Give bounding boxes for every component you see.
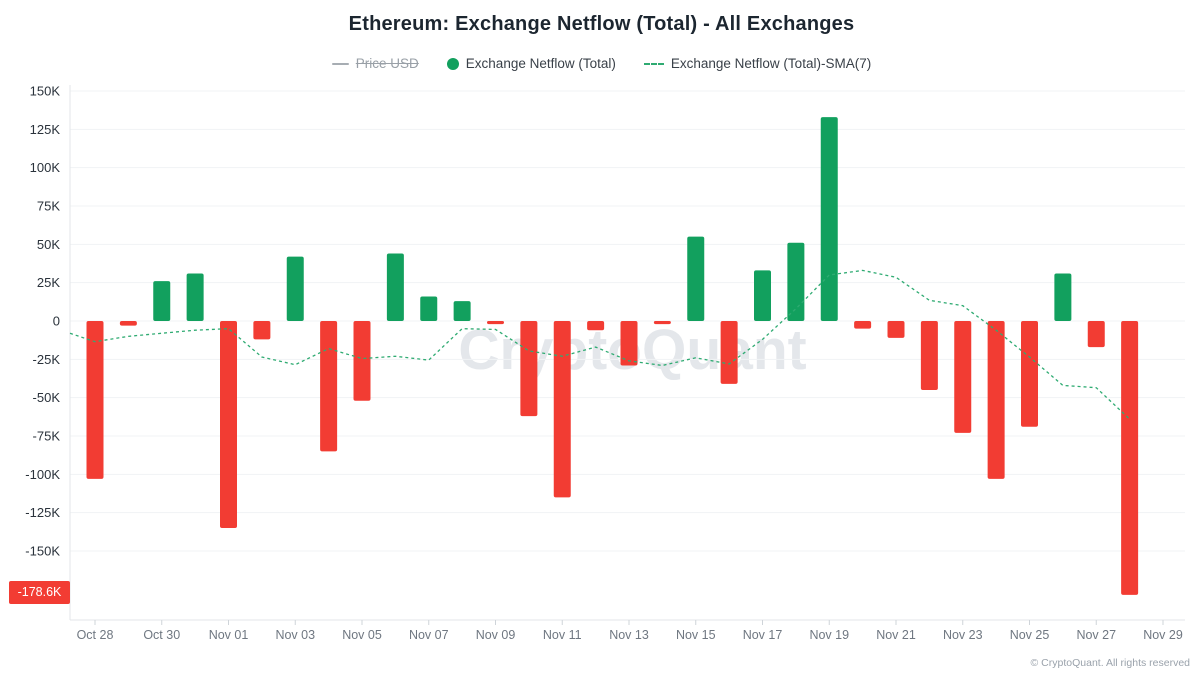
netflow-bar[interactable]	[320, 321, 338, 452]
netflow-bar[interactable]	[1021, 321, 1038, 427]
netflow-dot-marker-icon	[446, 57, 459, 70]
y-axis-label: 100K	[30, 160, 61, 175]
sma-dashed-line-marker-icon	[643, 62, 664, 65]
netflow-bar[interactable]	[854, 321, 872, 329]
y-axis-label: -50K	[33, 390, 61, 405]
y-axis-label: 150K	[30, 84, 61, 99]
netflow-bar[interactable]	[954, 321, 972, 433]
netflow-bar[interactable]	[453, 301, 471, 321]
y-axis-label: 25K	[37, 275, 60, 290]
netflow-bar[interactable]	[1054, 273, 1072, 321]
y-axis-label: 125K	[30, 122, 61, 137]
legend-label-price-usd: Price USD	[355, 56, 419, 71]
last-value-badge: -178.6K	[9, 581, 70, 604]
x-axis-label: Oct 28	[77, 628, 114, 642]
legend-label-sma: Exchange Netflow (Total)-SMA(7)	[670, 56, 872, 71]
x-axis-label: Nov 15	[676, 628, 716, 642]
netflow-bar[interactable]	[119, 321, 137, 326]
netflow-bar[interactable]	[754, 270, 771, 321]
copyright-text: © CryptoQuant. All rights reserved	[1030, 657, 1190, 669]
price-usd-line-marker-icon	[331, 62, 349, 65]
x-axis-label: Nov 01	[209, 628, 249, 642]
y-axis-label: -75K	[33, 428, 61, 443]
y-axis-label: -125K	[25, 505, 60, 520]
y-axis-label: -150K	[25, 543, 60, 558]
x-axis-label: Nov 07	[409, 628, 449, 642]
x-axis-label: Nov 25	[1010, 628, 1050, 642]
netflow-bar[interactable]	[286, 256, 304, 321]
legend-item-sma[interactable]: Exchange Netflow (Total)-SMA(7)	[643, 56, 872, 71]
x-axis-label: Nov 23	[943, 628, 983, 642]
netflow-bar[interactable]	[587, 321, 605, 331]
netflow-bar[interactable]	[920, 321, 938, 390]
netflow-bar[interactable]	[1121, 321, 1139, 595]
y-axis-label: -100K	[25, 467, 60, 482]
y-axis-label: -25K	[33, 352, 61, 367]
chart-title: Ethereum: Exchange Netflow (Total) - All…	[348, 13, 855, 35]
netflow-bar[interactable]	[720, 321, 738, 384]
legend-item-price-usd[interactable]: Price USD	[331, 56, 419, 71]
x-axis-label: Nov 05	[342, 628, 382, 642]
netflow-bar[interactable]	[253, 321, 271, 340]
netflow-bar[interactable]	[787, 242, 805, 321]
netflow-bar[interactable]	[386, 253, 404, 321]
x-axis-label: Nov 17	[743, 628, 783, 642]
x-axis-label: Nov 13	[609, 628, 649, 642]
legend: Price USD Exchange Netflow (Total) Excha…	[0, 56, 1203, 71]
legend-item-netflow[interactable]: Exchange Netflow (Total)	[446, 56, 616, 71]
netflow-bar[interactable]	[653, 321, 671, 325]
netflow-bar[interactable]	[820, 117, 838, 321]
netflow-bar[interactable]	[620, 321, 638, 366]
sma-line	[69, 269, 1131, 420]
netflow-bar[interactable]	[1087, 321, 1105, 348]
netflow-bar[interactable]	[353, 321, 371, 401]
netflow-bar[interactable]	[420, 296, 438, 321]
x-axis-label: Nov 19	[809, 628, 849, 642]
x-axis-label: Nov 03	[275, 628, 315, 642]
netflow-bar[interactable]	[520, 321, 538, 417]
netflow-bar[interactable]	[987, 321, 1005, 479]
x-axis-label: Nov 21	[876, 628, 916, 642]
netflow-bar[interactable]	[86, 321, 104, 479]
netflow-bar[interactable]	[487, 321, 504, 325]
x-axis-label: Nov 27	[1076, 628, 1116, 642]
netflow-bar[interactable]	[220, 321, 237, 528]
x-axis-label: Oct 30	[143, 628, 180, 642]
y-axis-label: 75K	[37, 199, 60, 214]
y-axis-label: 50K	[37, 237, 60, 252]
netflow-bar[interactable]	[887, 321, 905, 338]
netflow-bar[interactable]	[153, 281, 171, 321]
legend-label-netflow: Exchange Netflow (Total)	[465, 56, 616, 71]
netflow-bar[interactable]	[186, 273, 204, 321]
netflow-bar[interactable]	[553, 321, 571, 498]
x-axis-label: Nov 11	[543, 628, 582, 642]
netflow-bar[interactable]	[687, 236, 705, 321]
y-axis-label: 0	[53, 314, 60, 329]
x-axis-label: Nov 29	[1143, 628, 1183, 642]
x-axis-label: Nov 09	[476, 628, 516, 642]
